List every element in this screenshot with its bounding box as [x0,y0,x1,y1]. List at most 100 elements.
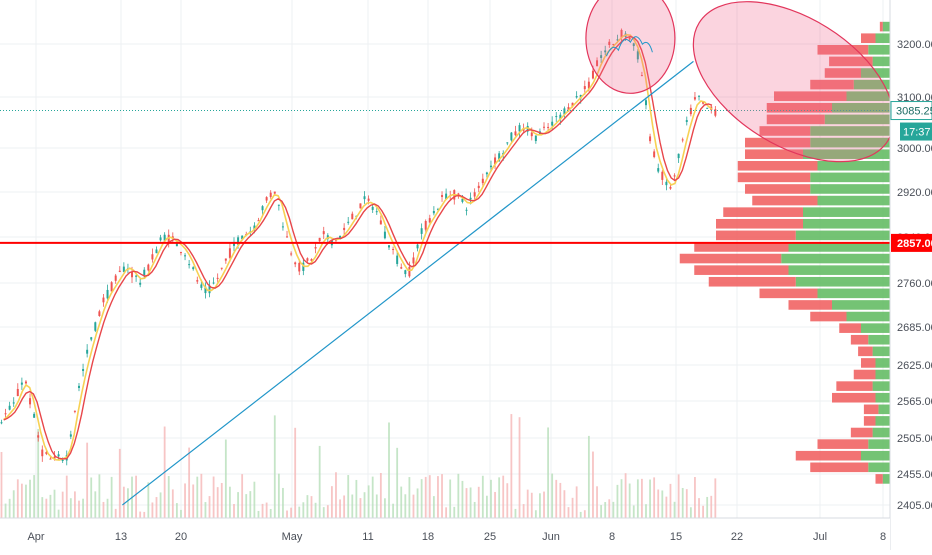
volume-bar [534,510,537,518]
candle-body [253,225,256,230]
candle-body [547,126,550,128]
volume-bar [241,474,244,518]
volume-bar [694,477,696,518]
price-tick-label: 2405.00 [897,500,932,512]
candle-body [477,185,480,189]
candle-body [98,311,101,316]
candle-body [518,125,521,132]
price-tick-label: 2625.00 [897,360,932,372]
candle-body [412,257,415,264]
candle-body [8,405,11,410]
candle-body [265,197,268,201]
volume-bar [33,475,36,518]
volume-profile-buy [872,56,890,67]
highlight-ellipse[interactable] [585,0,676,94]
volume-bar [530,492,533,518]
volume-bar [604,502,607,518]
volume-profile-sell [716,218,803,229]
volume-bar [204,502,207,518]
time-axis[interactable] [0,518,890,550]
volume-profile-sell [774,91,847,101]
candle-body [241,235,244,240]
volume-profile-sell [737,172,811,183]
highlight-ellipse[interactable] [665,0,921,195]
volume-bar [465,488,468,518]
volume-bar [714,478,717,518]
candle-body [106,289,109,299]
candle-body [498,153,501,161]
volume-bar [453,506,456,518]
candle-body [196,280,199,282]
candle-body [534,135,537,142]
volume-bar [351,494,354,518]
volume-bar [469,487,472,518]
candle-body [232,242,235,246]
price-axis[interactable] [890,0,932,550]
candle-body [290,253,293,255]
volume-bar [420,479,423,518]
candle-body [445,193,448,200]
trendline[interactable] [122,60,694,506]
volume-bar [689,507,692,518]
volume-bar [114,508,117,518]
volume-profile-buy [817,195,890,206]
time-tick-label: 11 [362,531,373,543]
time-tick-label: 18 [422,531,434,543]
current-price-tag [890,101,932,121]
volume-bar [171,489,174,518]
volume-profile-sell [824,68,861,78]
volume-profile-sell [679,253,782,264]
volume-bar [567,507,570,518]
volume-bar [616,484,619,518]
volume-profile-buy [832,102,890,113]
volume-bar [600,505,603,518]
candle-body [404,270,407,275]
candle-body [432,211,435,214]
candle-body [122,266,125,272]
volume-bar [29,479,31,518]
volume-profile-buy [810,184,890,194]
volume-bar [188,447,191,518]
volume-bar [127,488,129,518]
candle-body [294,262,297,265]
volume-bar [514,508,517,518]
volume-bar [110,476,113,518]
volume-profile-buy [846,311,890,322]
volume-profile-sell [810,462,869,473]
volume-bar [547,427,549,518]
current-price-label: 3085.25 [896,106,932,118]
price-tick-label: 2565.00 [897,396,932,408]
volume-profile-buy [878,404,890,415]
volume-bar [416,488,419,518]
candle-body [465,209,468,211]
candle-body [322,231,325,235]
volume-bar [212,476,215,518]
candle-body [383,231,386,239]
volume-profile-buy [861,323,890,333]
volume-bar [208,496,211,518]
volume-profile-sell [723,207,803,217]
time-tick-label: 25 [484,531,496,543]
volume-bar [102,501,105,518]
moving-average-slow [3,35,713,460]
volume-bar [681,487,684,518]
volume-bar [265,502,268,518]
volume-bar [490,479,492,518]
volume-profile-buy [861,68,890,78]
candle-body [514,131,517,136]
candle-body [94,322,97,331]
volume-profile-buy [788,242,890,252]
volume-bar [135,475,137,518]
candle-body [200,284,203,288]
candle-body [587,81,590,89]
candle-body [661,171,664,180]
time-tick-label: 20 [175,531,187,543]
candle-body [494,157,497,165]
volume-bar [261,503,264,518]
volume-bar [82,498,84,518]
volume-profile-buy [875,369,890,380]
candle-body [343,227,346,231]
candle-body [53,456,56,459]
